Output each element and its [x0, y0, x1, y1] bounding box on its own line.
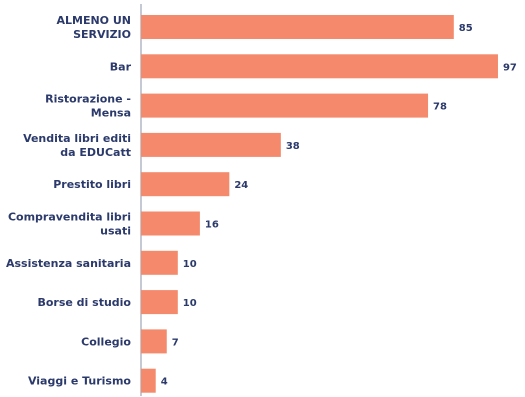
- bar: [141, 132, 281, 157]
- bar-value-label: 4: [161, 377, 168, 388]
- category-label: Assistenza sanitaria: [6, 257, 131, 270]
- bar-value-label: 10: [183, 298, 197, 309]
- bar-value-label: 97: [503, 62, 517, 73]
- category-label-line: Compravendita libri: [8, 211, 131, 224]
- category-label-line: usati: [100, 225, 131, 238]
- bar-value-label: 16: [205, 220, 219, 231]
- bar: [141, 211, 200, 236]
- bar-value-label: 78: [433, 102, 447, 113]
- category-label-line: Borse di studio: [37, 296, 131, 309]
- category-label: Borse di studio: [37, 296, 131, 309]
- category-label: ALMENO UN SERVIZIO: [56, 14, 131, 41]
- category-label-line: Collegio: [81, 335, 131, 348]
- value-labels-group: 85 97 78 38 24 16 10 10 7 4: [161, 23, 517, 388]
- category-label: Compravendita libri usati: [8, 211, 131, 238]
- category-label-line: Mensa: [91, 107, 131, 120]
- bar: [141, 250, 178, 275]
- category-label-line: Prestito libri: [53, 178, 131, 191]
- bars-group: [141, 15, 498, 393]
- bar: [141, 93, 429, 118]
- bar-value-label: 7: [172, 337, 179, 348]
- category-label-line: Viaggi e Turismo: [28, 375, 131, 388]
- bar: [141, 54, 498, 79]
- bar-value-label: 85: [459, 23, 473, 34]
- category-labels-group: ALMENO UN SERVIZIO Bar Ristorazione -Mensa V…: [6, 14, 132, 388]
- bar: [141, 368, 156, 393]
- category-label-line: SERVIZIO: [73, 28, 131, 41]
- category-label-line: Assistenza sanitaria: [6, 257, 131, 270]
- category-label: Viaggi e Turismo: [28, 375, 131, 388]
- category-label-line: ALMENO UN: [56, 14, 131, 27]
- bar-value-label: 38: [286, 141, 300, 152]
- category-label-line: Bar: [110, 60, 132, 73]
- bar: [141, 15, 454, 39]
- category-label-line: Vendita libri editi: [23, 132, 131, 145]
- category-label: Vendita libri editi da EDUCatt: [23, 132, 131, 159]
- category-label-line: da EDUCatt: [60, 146, 131, 159]
- bar: [141, 329, 167, 354]
- bar: [141, 172, 230, 197]
- category-label: Collegio: [81, 335, 131, 348]
- category-label: Bar: [110, 60, 132, 73]
- bar: [141, 290, 178, 315]
- bar-value-label: 24: [234, 180, 248, 191]
- bar-value-label: 10: [183, 259, 197, 270]
- category-label: Prestito libri: [53, 178, 131, 191]
- category-label: Ristorazione -Mensa: [45, 93, 131, 120]
- category-label-line: Ristorazione -: [45, 93, 131, 106]
